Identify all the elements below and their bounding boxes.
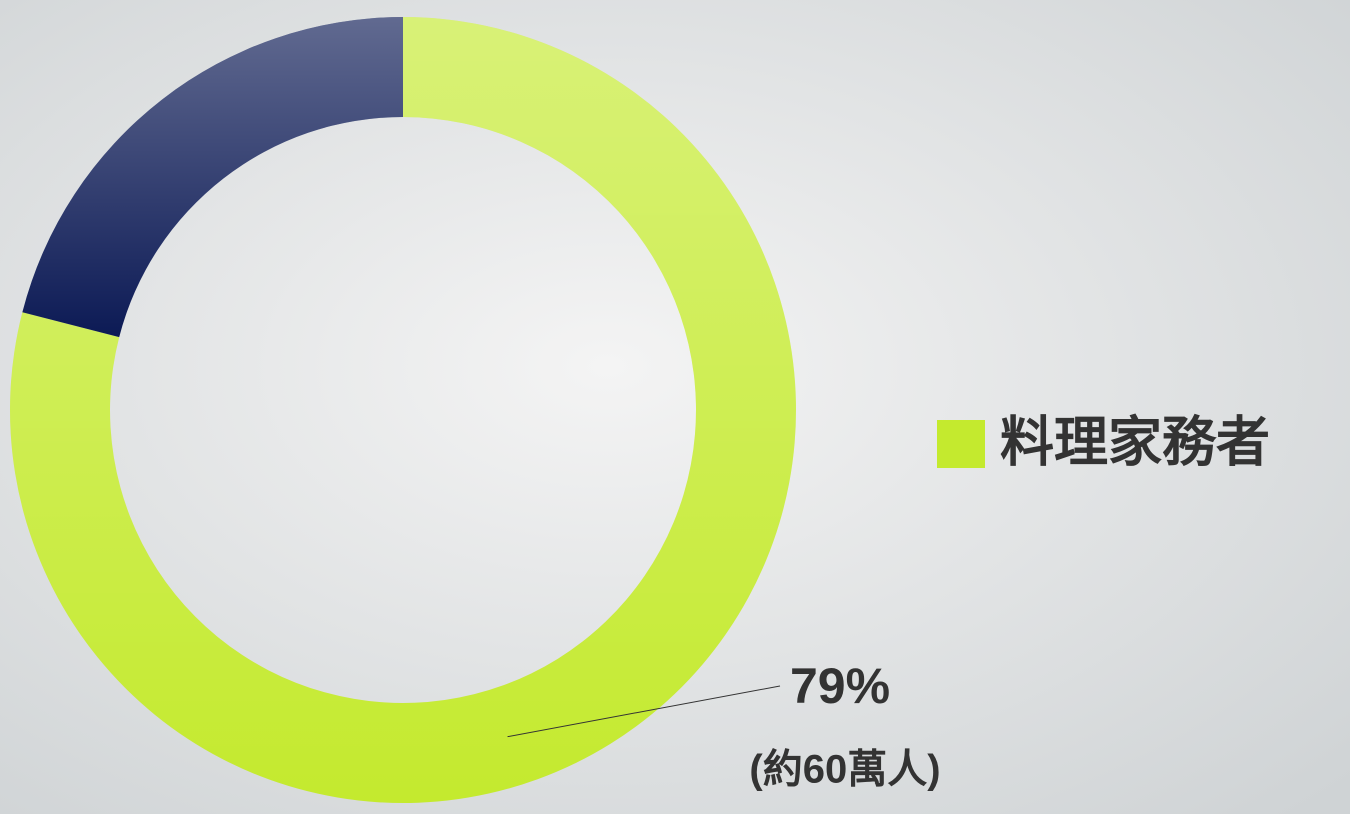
slice-shine bbox=[22, 17, 404, 338]
legend-label: 料理家務者 bbox=[1000, 412, 1270, 472]
data-label: 79% bbox=[790, 658, 890, 714]
leader-line bbox=[507, 685, 781, 738]
legend-swatch bbox=[937, 420, 985, 468]
data-sublabel: (約60萬人) bbox=[749, 748, 940, 792]
